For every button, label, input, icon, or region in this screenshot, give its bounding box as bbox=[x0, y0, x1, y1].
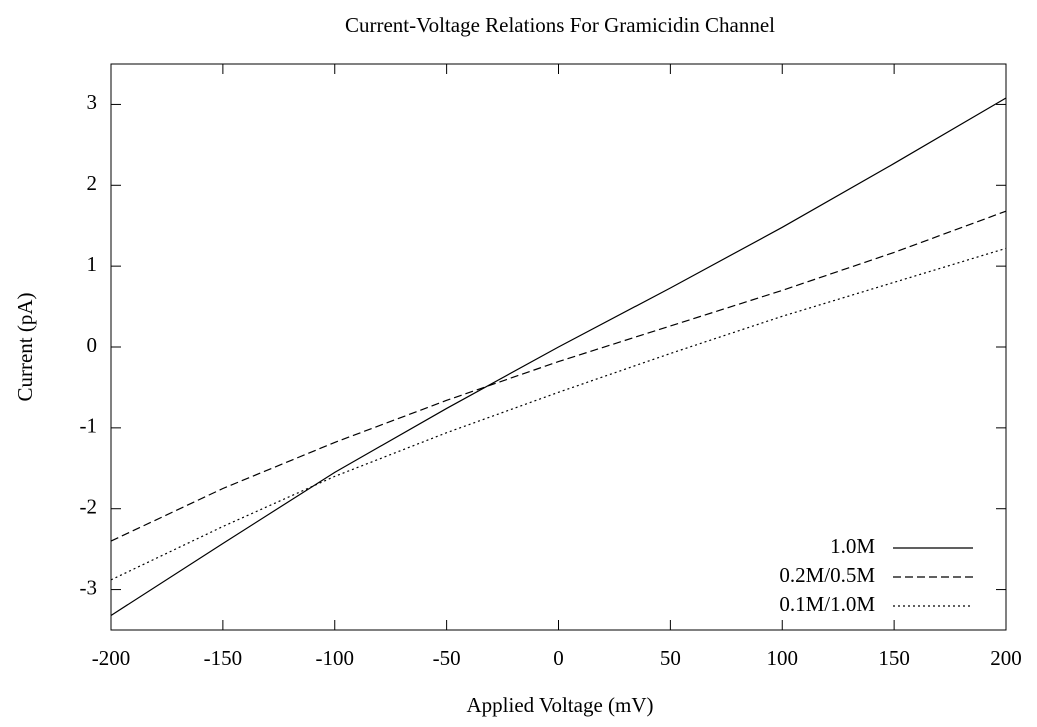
y-tick-label: -2 bbox=[80, 495, 98, 519]
y-tick-label: 3 bbox=[87, 90, 98, 114]
x-axis-label: Applied Voltage (mV) bbox=[466, 693, 653, 717]
x-tick-label: -200 bbox=[92, 646, 131, 670]
x-tick-label: 100 bbox=[767, 646, 799, 670]
chart-title: Current-Voltage Relations For Gramicidin… bbox=[345, 13, 775, 37]
y-tick-label: -1 bbox=[80, 414, 98, 438]
legend-label: 0.2M/0.5M bbox=[779, 563, 875, 587]
legend-label: 0.1M/1.0M bbox=[779, 592, 875, 616]
y-tick-label: 1 bbox=[87, 252, 98, 276]
x-tick-label: 0 bbox=[553, 646, 564, 670]
y-tick-label: -3 bbox=[80, 575, 98, 599]
series-line bbox=[110, 247, 1007, 581]
x-tick-label: 150 bbox=[878, 646, 910, 670]
legend-label: 1.0M bbox=[830, 534, 875, 558]
y-axis-label: Current (pA) bbox=[13, 292, 37, 401]
x-tick-label: 200 bbox=[990, 646, 1022, 670]
y-tick-label: 2 bbox=[87, 171, 98, 195]
x-tick-label: 50 bbox=[660, 646, 681, 670]
x-tick-label: -50 bbox=[433, 646, 461, 670]
series-line bbox=[110, 97, 1007, 616]
series-line bbox=[110, 210, 1007, 542]
x-tick-label: -100 bbox=[316, 646, 355, 670]
x-tick-label: -150 bbox=[204, 646, 243, 670]
y-tick-label: 0 bbox=[87, 333, 98, 357]
